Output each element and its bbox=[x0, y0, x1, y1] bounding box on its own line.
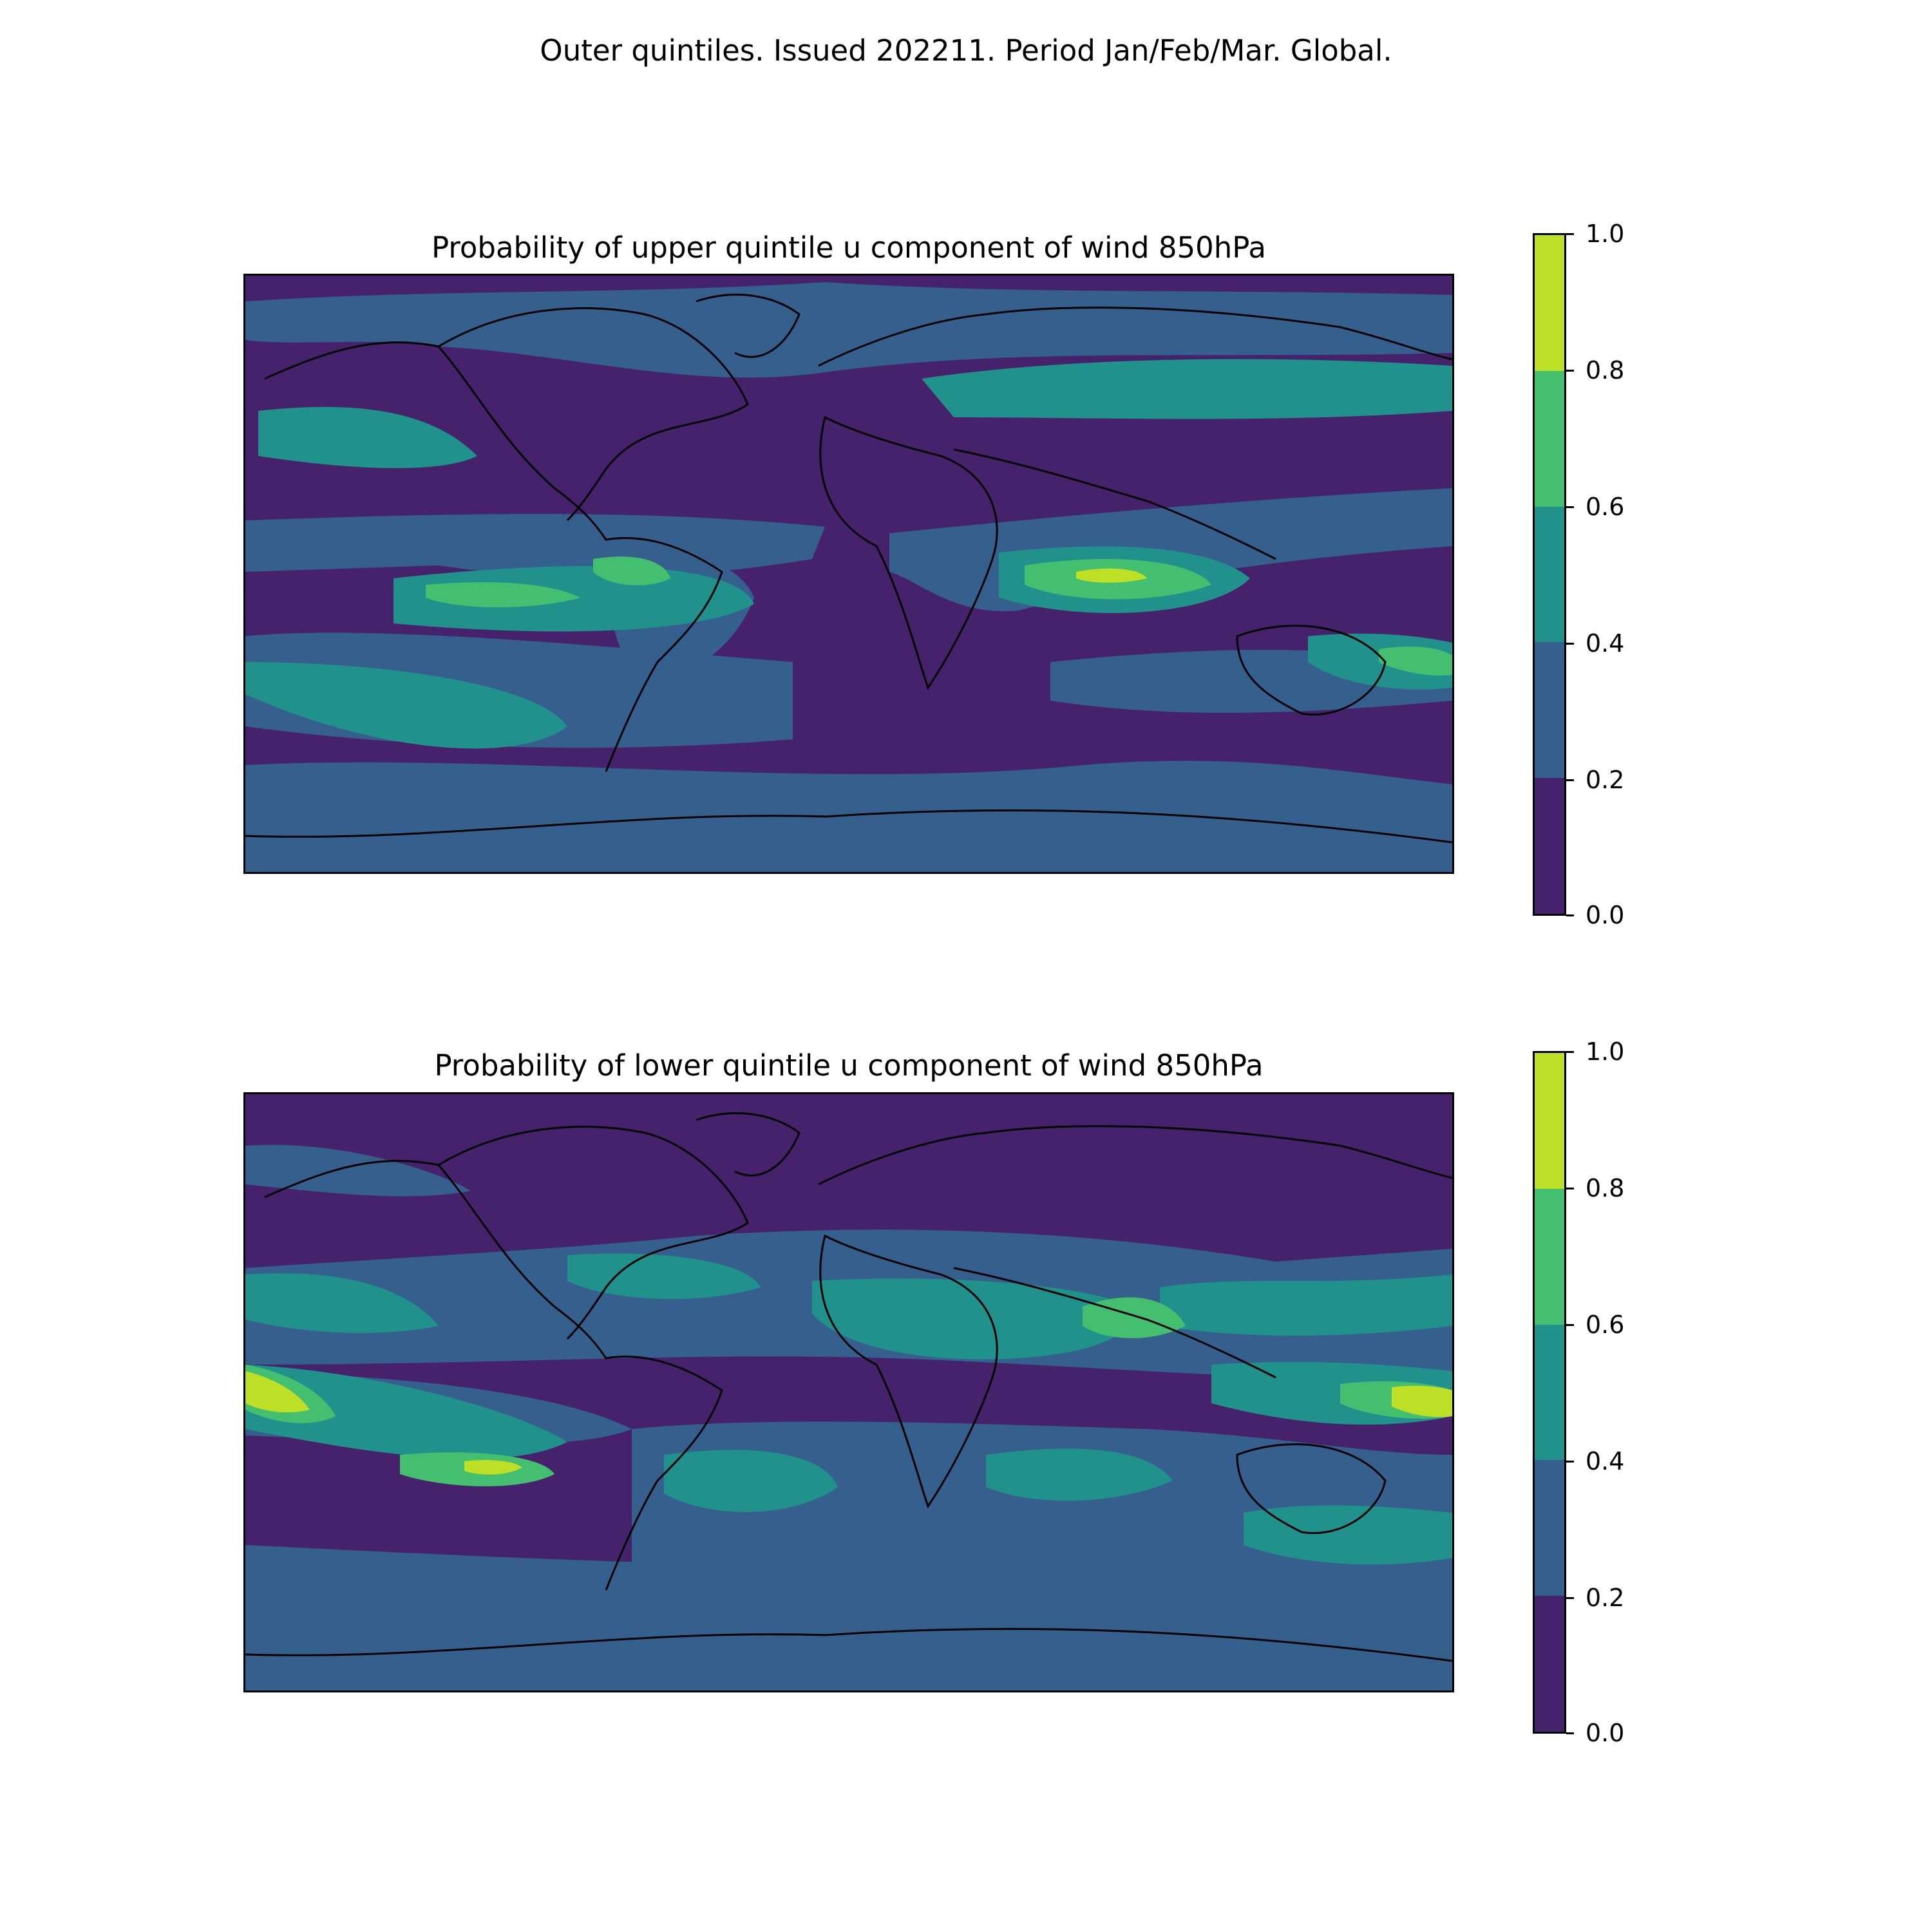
colorbar-tick bbox=[1566, 1461, 1574, 1463]
colorbar-tick-label: 0.6 bbox=[1586, 493, 1625, 521]
colorbar-tick bbox=[1566, 779, 1574, 781]
lower-quintile-map bbox=[243, 1092, 1454, 1692]
colorbar-band-0.6-0.8 bbox=[1535, 1188, 1564, 1325]
colorbar-tick bbox=[1566, 370, 1574, 372]
probability-0.4-0.6-regions bbox=[245, 1253, 1452, 1565]
colorbar-tick-label: 0.8 bbox=[1586, 356, 1625, 384]
colorbar-band-0.0-0.2 bbox=[1535, 778, 1564, 914]
colorbar-band-0.2-0.4 bbox=[1535, 642, 1564, 779]
colorbar-tick-label: 0.2 bbox=[1586, 1584, 1625, 1612]
colorbar-tick-label: 0.4 bbox=[1586, 1447, 1625, 1475]
probability-0.8-1.0-regions bbox=[245, 1371, 1452, 1475]
coastlines bbox=[245, 1112, 1452, 1662]
upper-panel-title: Probability of upper quintile u componen… bbox=[431, 231, 1266, 265]
colorbar-tick-label: 0.8 bbox=[1586, 1174, 1625, 1202]
lower-colorbar bbox=[1533, 1051, 1566, 1734]
colorbar-tick-label: 0.4 bbox=[1586, 629, 1625, 658]
colorbar-tick bbox=[1566, 914, 1574, 916]
colorbar-tick-label: 0.0 bbox=[1586, 901, 1625, 929]
colorbar-band-0.8-1.0 bbox=[1535, 1053, 1564, 1189]
colorbar-tick-label: 1.0 bbox=[1586, 220, 1625, 248]
colorbar-tick-label: 1.0 bbox=[1586, 1037, 1625, 1066]
colorbar-band-0.2-0.4 bbox=[1535, 1460, 1564, 1596]
colorbar-tick bbox=[1566, 1051, 1574, 1053]
upper-colorbar bbox=[1533, 233, 1566, 916]
colorbar-tick bbox=[1566, 233, 1574, 235]
colorbar-band-0.8-1.0 bbox=[1535, 235, 1564, 371]
colorbar-tick-label: 0.0 bbox=[1586, 1719, 1625, 1747]
probability-0.8-1.0-regions bbox=[1076, 568, 1147, 583]
colorbar-tick-label: 0.2 bbox=[1586, 766, 1625, 794]
colorbar-band-0.4-0.6 bbox=[1535, 506, 1564, 643]
colorbar-tick bbox=[1566, 1324, 1574, 1326]
colorbar-tick bbox=[1566, 506, 1574, 508]
colorbar-band-0.4-0.6 bbox=[1535, 1324, 1564, 1461]
colorbar-band-0.6-0.8 bbox=[1535, 370, 1564, 507]
colorbar-tick bbox=[1566, 1188, 1574, 1189]
colorbar-tick bbox=[1566, 1732, 1574, 1734]
figure-title: Outer quintiles. Issued 202211. Period J… bbox=[540, 33, 1392, 68]
coastlines bbox=[245, 294, 1452, 844]
colorbar-tick bbox=[1566, 1597, 1574, 1599]
lower-panel-title: Probability of lower quintile u componen… bbox=[434, 1048, 1264, 1083]
upper-quintile-map bbox=[243, 274, 1454, 874]
colorbar-tick-label: 0.6 bbox=[1586, 1311, 1625, 1339]
colorbar-tick bbox=[1566, 643, 1574, 645]
colorbar-band-0.0-0.2 bbox=[1535, 1596, 1564, 1732]
